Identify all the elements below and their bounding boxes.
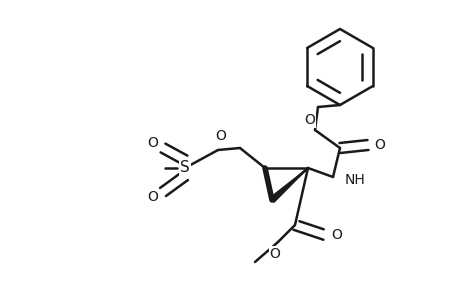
Polygon shape	[269, 168, 308, 202]
Text: O: O	[147, 190, 158, 204]
Text: O: O	[374, 138, 385, 152]
Text: S: S	[180, 160, 190, 175]
Text: O: O	[269, 247, 280, 261]
Text: NH: NH	[344, 173, 365, 187]
Text: O: O	[147, 136, 158, 150]
Text: O: O	[215, 129, 226, 143]
Text: O: O	[304, 113, 315, 127]
Text: O: O	[331, 228, 341, 242]
